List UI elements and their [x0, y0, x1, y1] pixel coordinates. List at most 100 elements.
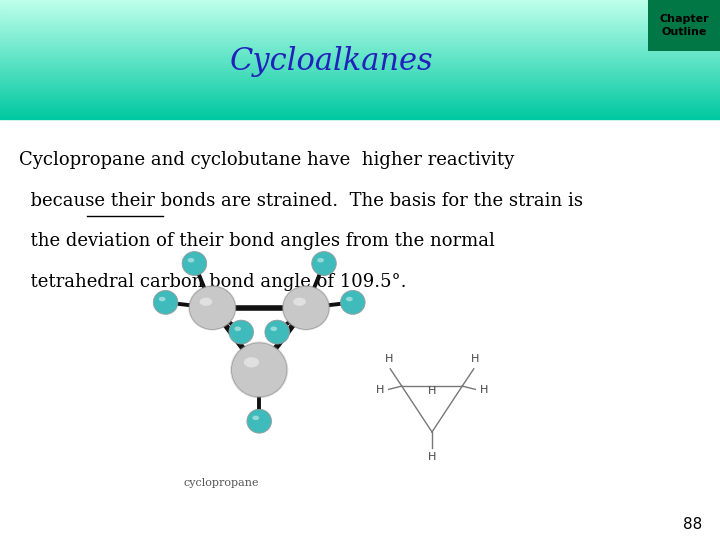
Bar: [0, 37, 720, 38]
Ellipse shape: [153, 290, 179, 315]
Bar: [0, 103, 720, 104]
Ellipse shape: [182, 252, 207, 275]
Bar: [0, 65, 720, 67]
Bar: [0, 48, 720, 49]
Bar: [0, 38, 720, 40]
Bar: [0, 61, 720, 62]
Bar: [0, 97, 720, 98]
Bar: [0, 22, 720, 24]
Bar: [0, 50, 720, 52]
Text: because their bonds are strained.  The basis for the strain is: because their bonds are strained. The ba…: [19, 192, 583, 210]
Bar: [0, 62, 720, 64]
Bar: [0, 55, 720, 56]
Text: 88: 88: [683, 517, 702, 532]
Text: H: H: [471, 354, 480, 364]
Ellipse shape: [188, 258, 194, 262]
Bar: [0, 70, 720, 71]
Bar: [0, 68, 720, 70]
Bar: [0, 40, 720, 42]
Bar: [0, 44, 720, 46]
Bar: [0, 30, 720, 31]
Bar: [0, 107, 720, 109]
Ellipse shape: [341, 291, 365, 314]
Text: tetrahedral carbon bond angle of 109.5°.: tetrahedral carbon bond angle of 109.5°.: [19, 273, 407, 291]
Bar: [0, 10, 720, 12]
Ellipse shape: [199, 298, 212, 306]
Bar: [0, 18, 720, 19]
Bar: [0, 80, 720, 82]
Bar: [0, 9, 720, 10]
Ellipse shape: [265, 320, 289, 344]
Ellipse shape: [318, 258, 324, 262]
Bar: [0, 34, 720, 36]
Bar: [0, 91, 720, 92]
Ellipse shape: [264, 320, 290, 345]
Bar: [0, 99, 720, 101]
Bar: [0, 59, 720, 61]
Ellipse shape: [159, 297, 166, 301]
Bar: [0, 95, 720, 97]
Bar: [0, 58, 720, 59]
Ellipse shape: [235, 327, 241, 331]
Bar: [0, 67, 720, 68]
Bar: [0, 24, 720, 25]
Bar: [0, 117, 720, 119]
Ellipse shape: [246, 409, 272, 434]
Bar: [0, 43, 720, 45]
Bar: [0, 25, 720, 26]
Bar: [0, 104, 720, 105]
Bar: [0, 89, 720, 91]
Bar: [0, 109, 720, 110]
Bar: [0, 8, 720, 9]
Bar: [0, 83, 720, 85]
Text: H: H: [376, 386, 384, 395]
Bar: [0, 21, 720, 22]
Bar: [0, 3, 720, 4]
Bar: [0, 42, 720, 43]
Ellipse shape: [311, 251, 337, 276]
Bar: [0, 0, 720, 2]
Text: H: H: [384, 354, 393, 364]
Text: H: H: [480, 386, 488, 395]
Bar: [0, 36, 720, 37]
Ellipse shape: [283, 286, 329, 329]
Bar: [0, 111, 720, 113]
Text: Cyclopropane and cyclobutane have  higher reactivity: Cyclopropane and cyclobutane have higher…: [19, 151, 515, 169]
Ellipse shape: [312, 252, 336, 275]
Ellipse shape: [232, 343, 287, 397]
Bar: [0, 19, 720, 21]
Bar: [0, 73, 720, 74]
Bar: [0, 32, 720, 34]
Ellipse shape: [244, 357, 259, 367]
Bar: [0, 2, 720, 3]
Bar: [0, 116, 720, 117]
Bar: [0, 14, 720, 15]
Bar: [0, 87, 720, 89]
Bar: [0, 56, 720, 58]
Ellipse shape: [282, 285, 330, 330]
Ellipse shape: [181, 251, 207, 276]
Bar: [0, 114, 720, 116]
Ellipse shape: [153, 291, 178, 314]
Bar: [0, 82, 720, 83]
Ellipse shape: [188, 285, 237, 330]
Ellipse shape: [253, 416, 259, 420]
Bar: [0, 53, 720, 55]
Bar: [0, 76, 720, 77]
Bar: [648, 0, 720, 51]
Text: the deviation of their bond angles from the normal: the deviation of their bond angles from …: [19, 232, 495, 250]
Bar: [0, 6, 720, 8]
Bar: [0, 12, 720, 14]
Ellipse shape: [340, 290, 366, 315]
Bar: [0, 16, 720, 18]
Bar: [0, 64, 720, 65]
Bar: [0, 52, 720, 53]
Bar: [0, 93, 720, 95]
Bar: [0, 98, 720, 99]
Bar: [0, 74, 720, 76]
Ellipse shape: [229, 320, 253, 344]
Bar: [0, 110, 720, 111]
Ellipse shape: [247, 409, 271, 433]
Bar: [0, 46, 720, 48]
Text: Chapter
Outline: Chapter Outline: [660, 14, 708, 37]
